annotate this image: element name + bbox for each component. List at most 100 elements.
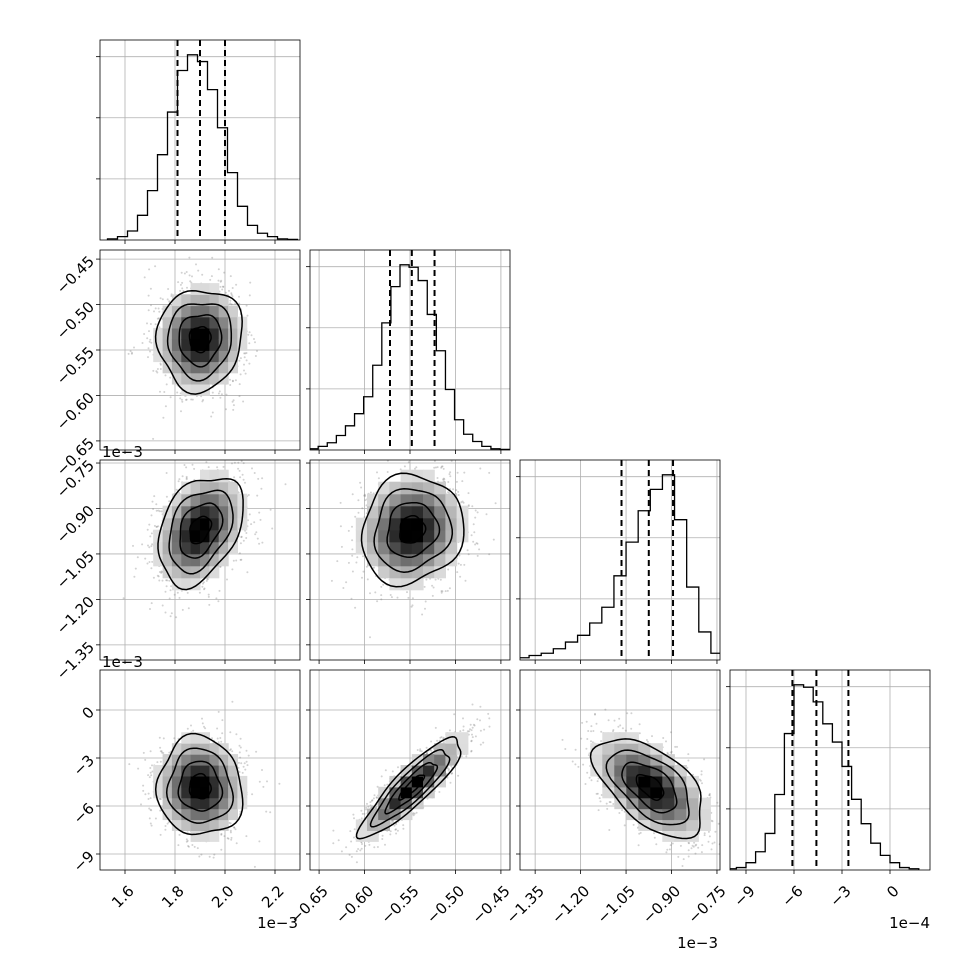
- density-cell: [190, 505, 201, 519]
- density-cell: [190, 339, 201, 351]
- sample-point: [339, 525, 342, 528]
- sample-point: [460, 501, 463, 504]
- sample-point: [176, 591, 179, 594]
- sample-point: [198, 855, 201, 858]
- density-cell: [200, 505, 210, 519]
- sample-point: [248, 342, 251, 345]
- sample-point: [154, 307, 157, 310]
- density-cell: [228, 541, 238, 555]
- density-cell: [228, 305, 238, 318]
- sample-point: [363, 494, 366, 497]
- sample-point: [144, 557, 147, 560]
- sample-point: [197, 269, 200, 272]
- sample-point: [463, 471, 466, 474]
- sample-point: [165, 579, 168, 582]
- sample-point: [170, 585, 173, 588]
- density-cell: [171, 294, 182, 307]
- sample-point: [176, 391, 179, 394]
- density-cell: [411, 517, 424, 531]
- panel-frame: [99, 39, 301, 241]
- sample-point: [208, 603, 211, 606]
- pair-panel-0-3: [96, 669, 301, 874]
- sample-point: [179, 283, 182, 286]
- sample-point: [175, 616, 178, 619]
- sample-point: [153, 495, 156, 498]
- sample-point: [434, 578, 437, 581]
- sample-point: [362, 555, 364, 558]
- density-cell: [228, 493, 238, 507]
- sample-point: [419, 454, 421, 456]
- sample-point: [471, 505, 474, 508]
- density-cell: [228, 327, 238, 340]
- sample-point: [161, 604, 164, 607]
- density-cell: [181, 339, 192, 351]
- sample-point: [245, 352, 248, 354]
- sample-point: [461, 480, 464, 483]
- sample-point: [248, 294, 251, 297]
- sample-point: [211, 391, 214, 394]
- density-cell: [153, 339, 164, 351]
- sample-point: [347, 561, 350, 564]
- sample-point: [220, 393, 223, 396]
- sample-point: [250, 523, 253, 526]
- sample-point: [148, 340, 151, 343]
- histogram-2: [520, 474, 720, 659]
- sample-point: [444, 590, 447, 593]
- sample-point: [357, 511, 360, 514]
- sample-point: [229, 384, 232, 386]
- density-cell: [411, 505, 424, 519]
- sample-point: [169, 396, 172, 399]
- sample-point: [455, 480, 458, 483]
- sample-point: [202, 582, 204, 585]
- sample-point: [178, 478, 181, 481]
- panel-frame: [519, 459, 721, 661]
- histogram-1: [310, 264, 510, 450]
- sample-point: [260, 487, 263, 490]
- sample-point: [157, 307, 160, 310]
- sample-point: [492, 538, 495, 541]
- sample-point: [364, 499, 367, 502]
- sample-point: [166, 579, 169, 582]
- pair-panel-1-2: [306, 454, 511, 664]
- density-cell: [190, 493, 201, 507]
- sample-point: [185, 271, 188, 273]
- density-cell: [456, 505, 469, 519]
- sample-point: [457, 562, 460, 565]
- sample-point: [247, 333, 250, 336]
- sample-point: [158, 571, 161, 573]
- sample-point: [150, 304, 152, 307]
- histogram-3: [730, 684, 920, 870]
- sample-point: [225, 393, 228, 396]
- sample-point: [361, 507, 364, 510]
- density-cells: [153, 469, 248, 591]
- sample-point: [150, 532, 153, 535]
- sample-point: [254, 341, 256, 344]
- sample-point: [361, 576, 363, 579]
- density-cell: [162, 327, 173, 340]
- sample-point: [166, 298, 169, 301]
- sample-point: [202, 581, 205, 584]
- sample-point: [163, 391, 166, 393]
- marginal-panel-3: [726, 669, 931, 874]
- sample-point: [210, 415, 213, 418]
- sample-point: [242, 462, 245, 465]
- density-cell: [181, 294, 192, 307]
- density-cell: [423, 541, 435, 555]
- sample-point: [220, 279, 223, 282]
- sample-point: [191, 463, 194, 466]
- density-cell: [190, 327, 201, 340]
- sample-point: [351, 525, 353, 528]
- sample-point: [386, 471, 389, 473]
- density-cell: [411, 553, 424, 567]
- sample-point: [152, 369, 155, 372]
- sample-point: [347, 529, 350, 532]
- sample-point: [462, 501, 465, 504]
- density-cell: [190, 577, 201, 591]
- sample-point: [157, 317, 160, 320]
- density-cell: [209, 529, 220, 543]
- density-cell: [171, 577, 182, 591]
- sample-point: [449, 471, 452, 474]
- sample-point: [150, 514, 153, 517]
- sample-point: [190, 398, 193, 401]
- sample-point: [158, 326, 161, 329]
